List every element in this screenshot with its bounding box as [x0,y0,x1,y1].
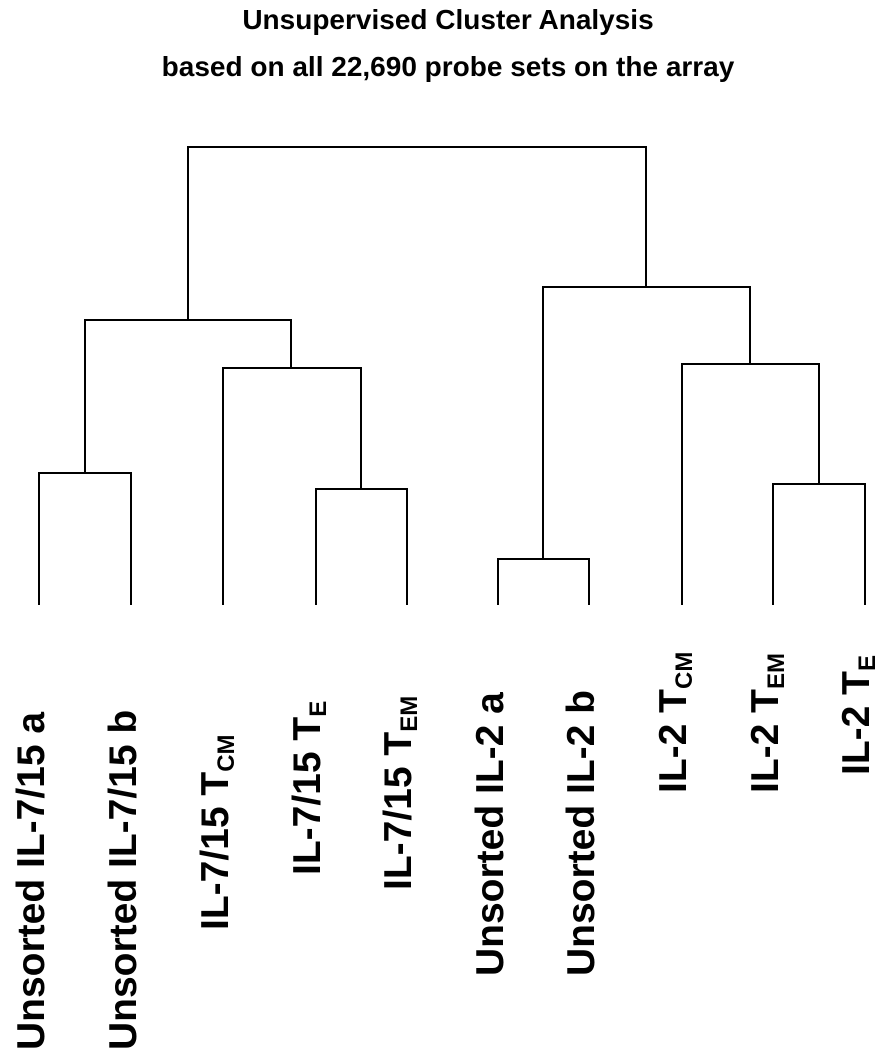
leaf-label-unsorted-il2-b: Unsorted IL-2 b [560,689,603,976]
leaf-label-il715-tcm: IL-7/15 TCM [194,734,240,930]
leaf-label-il2-tem: IL-2 TEM [744,653,790,793]
merge-il2-all [542,286,751,559]
leaf-label-unsorted-il715-b: Unsorted IL-7/15 b [102,709,145,1050]
title-line-1: Unsupervised Cluster Analysis [242,4,654,35]
leaf-label-unsorted-il715-a: Unsorted IL-7/15 a [10,711,53,1050]
merge-il2-tem-te [772,483,866,605]
merge-il715-te-tem [315,488,408,605]
leaf-label-il2-te: IL-2 TE [835,654,881,775]
merge-root [187,146,647,320]
merge-il715-sorted [222,367,362,605]
merge-unsorted-il715 [38,472,132,605]
leaf-label-il2-tcm: IL-2 TCM [652,651,698,793]
leaf-label-unsorted-il2-a: Unsorted IL-2 a [469,692,512,976]
merge-unsorted-il2 [497,558,590,605]
leaf-label-il715-tem: IL-7/15 TEM [377,695,423,890]
leaf-label-il715-te: IL-7/15 TE [286,700,332,875]
title-line-2: based on all 22,690 probe sets on the ar… [161,51,735,82]
merge-il715-all [84,319,292,473]
